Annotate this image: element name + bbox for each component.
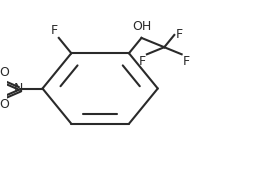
Text: OH: OH xyxy=(132,20,151,33)
Text: F: F xyxy=(50,24,58,37)
Text: O: O xyxy=(0,98,9,112)
Text: F: F xyxy=(139,55,146,68)
Text: F: F xyxy=(183,55,190,68)
Text: N: N xyxy=(14,82,23,95)
Text: O: O xyxy=(0,65,9,79)
Text: F: F xyxy=(175,28,183,41)
